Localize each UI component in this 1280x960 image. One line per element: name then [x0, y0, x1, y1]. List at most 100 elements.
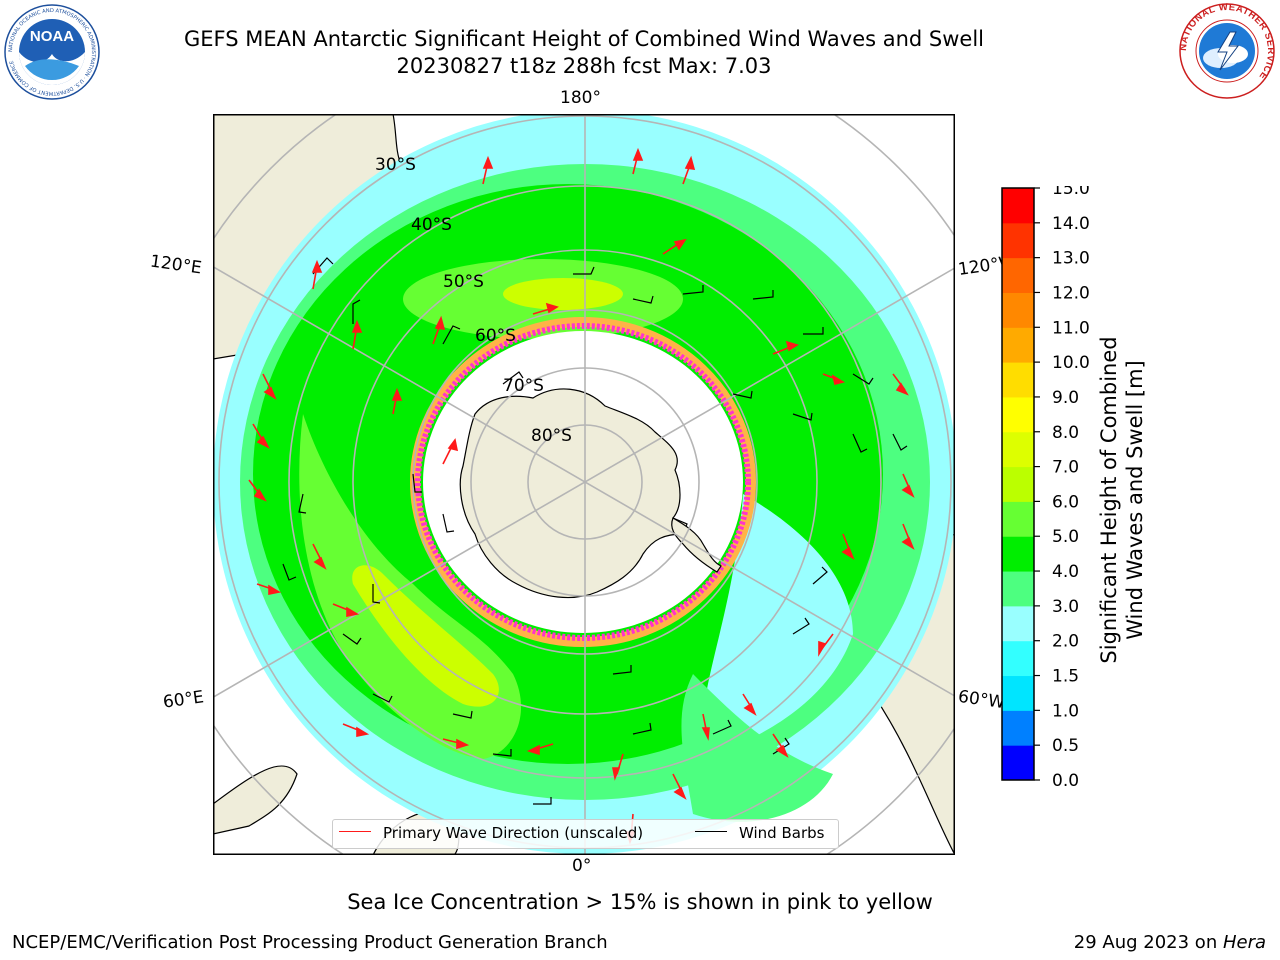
footer-date-text: 29 Aug 2023 on [1073, 932, 1223, 953]
footer-host: Hera [1222, 932, 1266, 953]
colorbar-block [1002, 536, 1034, 572]
colorbar-block [1002, 675, 1034, 711]
colorbar-tick-label: 13.0 [1052, 249, 1090, 269]
wind-barb [442, 325, 461, 345]
footer-date: 29 Aug 2023 on Hera [1074, 932, 1266, 953]
noaa-logo-icon: NOAA NATIONAL OCEANIC AND ATMOSPHERIC AD… [4, 4, 100, 100]
wave-arrow [332, 603, 360, 617]
wind-barb [492, 749, 512, 757]
wave-arrow [342, 723, 370, 737]
land-antarctica [459, 388, 688, 599]
colorbar-block [1002, 327, 1034, 363]
wave-height-map: 30°S 40°S 50°S 60°S 70°S 80°S [213, 114, 955, 855]
legend-swatch-wind [695, 831, 727, 832]
colorbar-tick-label: 8.0 [1052, 423, 1079, 443]
wind-barb [632, 722, 652, 735]
wave-arrow [482, 155, 494, 185]
wave-arrow [772, 340, 799, 355]
wave-arrow [532, 302, 559, 315]
wind-barb [533, 797, 552, 805]
wind-barb [852, 373, 874, 385]
wave-arrow [256, 583, 282, 595]
colorbar-block [1002, 257, 1034, 293]
wave-arrow [526, 743, 554, 756]
lon-label-60w: 60°W [956, 686, 1007, 714]
wind-barb [502, 371, 524, 385]
colorbar-border [1001, 187, 1035, 781]
wind-barb [352, 299, 361, 324]
land-africa [213, 765, 298, 835]
colorbar-tick-label: 9.0 [1052, 388, 1079, 408]
footer-branch: NCEP/EMC/Verification Post Processing Pr… [12, 932, 608, 953]
meridian-60e-120w [213, 266, 955, 699]
wave-arrow [662, 238, 687, 255]
colorbar-block [1002, 362, 1034, 398]
wave-arrow [391, 387, 403, 415]
colorbar-label-line1: Significant Height of Combined [1097, 336, 1121, 663]
lat-label-30s: 30°S [375, 155, 416, 175]
colorbar-tick-label: 11.0 [1052, 318, 1090, 338]
colorbar-block [1002, 501, 1034, 537]
lat-label-70s: 70°S [503, 376, 544, 396]
colorbar-tick-label: 3.0 [1052, 597, 1079, 617]
legend-label-wind: Wind Barbs [739, 824, 825, 842]
wind-barb [442, 513, 455, 533]
wind-barb [682, 285, 704, 295]
colorbar-tick-label: 0.5 [1052, 736, 1079, 756]
latitude-labels: 30°S 40°S 50°S 60°S 70°S 80°S [375, 155, 572, 446]
wave-arrow [682, 155, 696, 185]
wave-arrow [841, 533, 855, 560]
colorbar-tick-label: 1.0 [1052, 701, 1079, 721]
lat-label-40s: 40°S [411, 215, 452, 235]
wave-arrow [701, 713, 710, 741]
wave-arrow [612, 753, 624, 781]
colorbar-label-line2: Wind Waves and Swell [m] [1123, 360, 1147, 640]
lon-label-120e: 120°E [148, 251, 203, 279]
colorbar-ticks: 0.0 0.5 1.0 1.5 2.0 3.0 4.0 5.0 6.0 7.0 8.0 9.0 10.0… [1034, 186, 1090, 786]
wave-arrow [742, 693, 757, 716]
wind-barb [812, 566, 828, 585]
wind-barb [372, 693, 393, 703]
wave-arrow [892, 373, 909, 396]
wind-barb [892, 433, 908, 451]
chart-title: GEFS MEAN Antarctic Significant Height o… [183, 27, 985, 51]
colorbar-block [1002, 188, 1034, 224]
wind-barb [573, 266, 595, 275]
wave-arrow [248, 479, 267, 502]
map-border [213, 114, 955, 855]
wind-barb [612, 665, 632, 675]
colorbar-block [1002, 396, 1034, 433]
colorbar-block [1002, 292, 1034, 328]
colorbar-tick-label: 4.0 [1052, 562, 1079, 582]
wave-arrow [311, 259, 323, 290]
nws-logo-icon: NATIONAL WEATHER SERVICE [1178, 2, 1275, 99]
colorbar-block [1002, 222, 1034, 259]
wind-barb [632, 295, 654, 304]
wind-barb [342, 633, 362, 645]
ice-edge-pink [415, 323, 751, 641]
colorbar-block [1002, 431, 1034, 468]
colorbar: 0.0 0.5 1.0 1.5 2.0 3.0 4.0 5.0 6.0 7.0 8.0 9.0 10.0… [1001, 186, 1090, 786]
lon-label-60e: 60°E [161, 687, 206, 713]
colorbar-blocks [1002, 188, 1034, 781]
wave-arrow [818, 633, 834, 657]
wind-barb [452, 710, 473, 719]
lon-label-0: 0° [572, 856, 592, 876]
wave-band-calm-east-b [681, 674, 833, 822]
colorbar-block [1002, 745, 1034, 781]
wave-band-6-7 [352, 565, 499, 707]
land-antarctic-peninsula [671, 517, 722, 573]
wave-arrow [901, 473, 915, 498]
colorbar-tick-label: 6.0 [1052, 492, 1079, 512]
wave-band-6-7-north [503, 278, 623, 310]
colorbar-block [1002, 710, 1034, 746]
wind-barb [298, 493, 307, 514]
colorbar-tick-label: 5.0 [1052, 527, 1079, 547]
wave-arrow [901, 523, 915, 550]
wave-arrow [822, 373, 846, 385]
chart-subtitle: 20230827 t18z 288h fcst Max: 7.03 [396, 54, 772, 78]
map-legend: Primary Wave Direction (unscaled) Wind B… [332, 819, 839, 849]
colorbar-block [1002, 571, 1034, 607]
wave-arrow [772, 733, 789, 758]
wave-band-calm-east [703, 494, 853, 754]
